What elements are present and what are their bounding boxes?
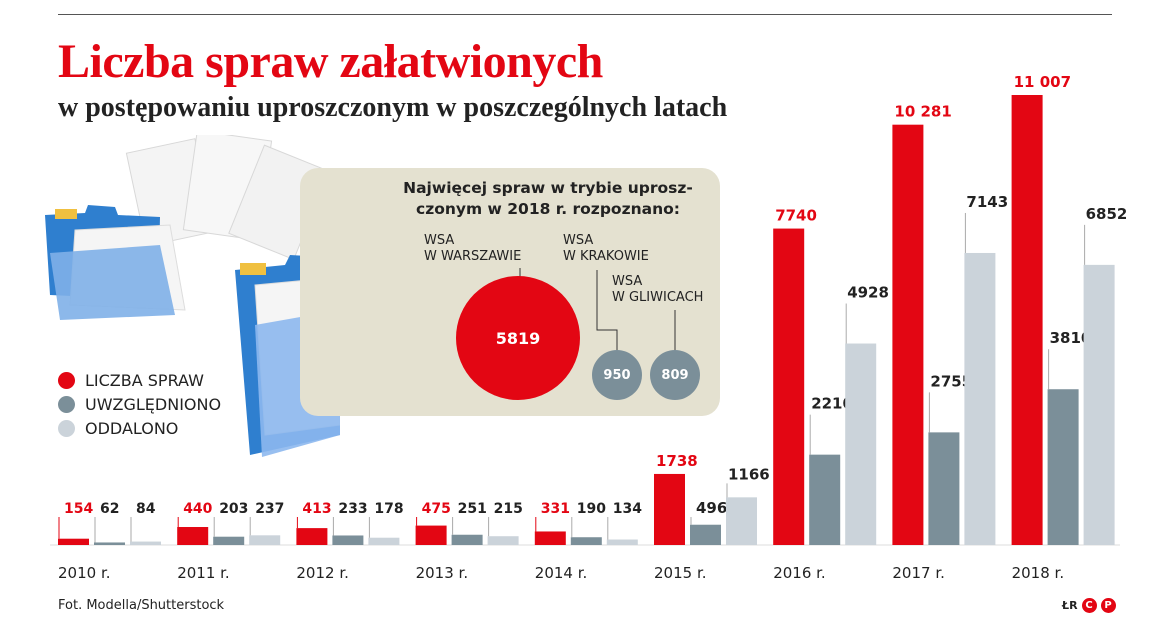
bar-liczba-2 — [296, 528, 328, 545]
chart-title: Liczba spraw załatwionych — [58, 35, 603, 88]
bar-oddalono-3 — [487, 536, 519, 545]
bar-oddalono-7 — [964, 252, 996, 545]
legend-item-liczba: LICZBA SPRAW — [58, 368, 221, 392]
value-label: 11 007 — [1014, 73, 1071, 91]
legend-item-uwzglednione: UWZGLĘDNIONO — [58, 392, 221, 416]
wsa-gliwice-label: WSA W GLIWICACH — [612, 274, 703, 306]
bar-uwzgledniono-7 — [928, 432, 960, 545]
legend-item-oddalono: ODDALONO — [58, 416, 221, 440]
legend-dot-light — [58, 419, 75, 437]
bar-oddalono-2 — [368, 537, 400, 545]
wsa-gliwice-line1: WSA — [612, 274, 643, 289]
small-folder — [45, 205, 186, 320]
bar-uwzgledniono-2 — [332, 535, 364, 545]
value-label: 475 — [422, 501, 451, 517]
legend-label: LICZBA SPRAW — [85, 370, 204, 390]
category-label: 2014 r. — [535, 564, 588, 582]
value-label: 154 — [64, 501, 93, 517]
bar-uwzgledniono-3 — [451, 534, 483, 545]
bar-uwzgledniono-5 — [690, 524, 721, 545]
wsa-krakow-label: WSA W KRAKOWIE — [563, 233, 649, 265]
wsa-gliwice-line2: W GLIWICACH — [612, 290, 704, 305]
bar-oddalono-8 — [1083, 264, 1115, 545]
value-label: 134 — [613, 501, 642, 517]
value-label: 190 — [577, 501, 606, 517]
legend-label: ODDALONO — [85, 418, 179, 438]
value-label: 62 — [100, 501, 119, 517]
legend: LICZBA SPRAW UWZGLĘDNIONO ODDALONO — [58, 368, 221, 440]
bar-liczba-3 — [415, 525, 447, 545]
value-label: 10 281 — [894, 103, 951, 121]
value-label: 2210 — [811, 395, 853, 413]
category-label: 2011 r. — [177, 564, 230, 582]
bar-uwzgledniono-4 — [570, 537, 602, 545]
logo-p-icon: P — [1100, 598, 1116, 613]
logo-text: ŁR — [1062, 599, 1078, 612]
photo-credit: Fot. Modella/Shutterstock — [58, 598, 225, 613]
top-rule — [58, 14, 1112, 15]
publisher-logo: ŁR C P — [1062, 598, 1116, 613]
value-label: 1166 — [728, 465, 770, 483]
value-label: 413 — [302, 501, 331, 517]
value-label: 3810 — [1050, 329, 1092, 347]
bar-oddalono-1 — [249, 535, 281, 545]
wsa-warszawa-line2: W WARSZAWIE — [424, 249, 522, 264]
value-label: 331 — [541, 501, 570, 517]
category-label: 2012 r. — [296, 564, 349, 582]
value-label: 178 — [374, 501, 403, 517]
value-label: 215 — [494, 501, 523, 517]
value-label: 1738 — [656, 452, 698, 470]
value-label: 233 — [338, 501, 367, 517]
value-label: 203 — [219, 501, 248, 517]
value-label: 2755 — [930, 372, 972, 390]
value-label: 7740 — [775, 207, 817, 225]
bar-uwzgledniono-0 — [94, 542, 125, 545]
bar-liczba-8 — [1011, 95, 1043, 545]
bar-liczba-0 — [58, 538, 89, 545]
callout-heading: Najwięcej spraw w trybie uprosz-czonym w… — [403, 179, 693, 218]
value-label: 84 — [136, 501, 156, 517]
legend-dot-red — [58, 371, 75, 389]
wsa-krakow-line2: W KRAKOWIE — [563, 249, 649, 264]
bar-uwzgledniono-8 — [1047, 389, 1079, 545]
bar-liczba-7 — [892, 124, 924, 545]
legend-label: UWZGLĘDNIONO — [85, 394, 222, 414]
bar-liczba-1 — [177, 527, 209, 545]
bar-liczba-5 — [654, 473, 685, 545]
wsa-krakow-line1: WSA — [563, 233, 594, 248]
bar-oddalono-4 — [606, 539, 638, 545]
category-label: 2010 r. — [58, 564, 111, 582]
value-label: 6852 — [1086, 205, 1128, 223]
category-label: 2018 r. — [1012, 564, 1065, 582]
bar-uwzgledniono-1 — [213, 536, 245, 545]
legend-dot-dark — [58, 395, 75, 413]
value-label: 440 — [183, 501, 212, 517]
bar-liczba-4 — [534, 531, 566, 545]
wsa-warszawa-line1: WSA — [424, 233, 455, 248]
value-label: 7143 — [966, 193, 1008, 211]
value-label: 237 — [255, 501, 284, 517]
bubble-warszawa: 5819 — [456, 276, 580, 400]
category-label: 2015 r. — [654, 564, 707, 582]
wsa-warszawa-label: WSA W WARSZAWIE — [424, 233, 521, 265]
value-label: 4928 — [847, 284, 889, 302]
category-label: 2017 r. — [892, 564, 945, 582]
bar-uwzgledniono-6 — [809, 454, 841, 545]
category-label: 2013 r. — [416, 564, 469, 582]
value-label: 496 — [696, 499, 727, 517]
bubble-krakow: 950 — [592, 350, 642, 400]
bar-liczba-6 — [773, 228, 805, 545]
bar-oddalono-5 — [726, 497, 757, 545]
bar-oddalono-6 — [845, 343, 877, 545]
value-label: 251 — [458, 501, 487, 517]
category-label: 2016 r. — [773, 564, 826, 582]
logo-c-icon: C — [1081, 598, 1097, 613]
bar-oddalono-0 — [130, 541, 161, 545]
bubble-gliwice: 809 — [650, 350, 700, 400]
chart-subtitle: w postępowaniu uproszczonym w poszczegól… — [58, 92, 728, 123]
